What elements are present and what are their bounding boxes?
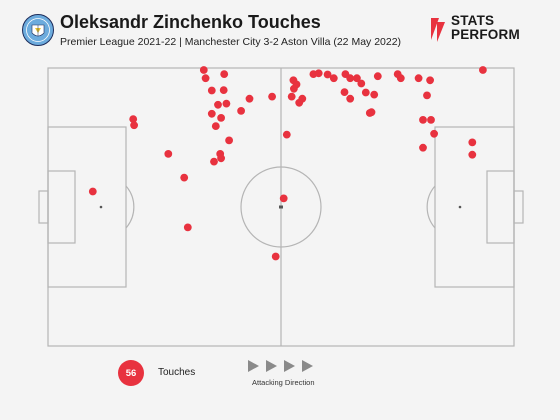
touch-point [222, 99, 231, 108]
touch-point [201, 74, 210, 83]
touch-point [183, 223, 192, 232]
touch-point [180, 173, 189, 182]
club-crest-icon [22, 14, 54, 46]
touch-point [396, 74, 405, 83]
brand-wordmark: STATS PERFORM [451, 14, 520, 42]
touch-count-label: Touches [158, 367, 196, 378]
touch-point [346, 94, 355, 103]
touch-point [340, 88, 349, 96]
brand-line-1: STATS [451, 13, 495, 28]
touch-point [430, 129, 438, 138]
touch-point [290, 84, 298, 93]
touch-point [207, 109, 216, 118]
touch-point [279, 194, 288, 203]
touch-point [357, 79, 366, 88]
legend: 56 Touches Attacking Direction [118, 360, 448, 390]
right-goal [513, 190, 524, 224]
touch-point [271, 252, 280, 261]
left-penalty-box [47, 126, 127, 288]
touch-point [245, 94, 254, 103]
touch-point [219, 86, 228, 94]
right-six-yard-box [486, 170, 515, 244]
touch-point [211, 122, 220, 130]
left-goal [38, 190, 49, 224]
attacking-direction-arrows-icon [248, 360, 313, 372]
touch-point [427, 116, 435, 124]
header: Oleksandr Zinchenko Touches Premier Leag… [22, 10, 542, 54]
touch-point [370, 90, 379, 99]
touch-point [268, 92, 276, 101]
touch-point [373, 72, 382, 81]
stats-perform-logo: STATS PERFORM [427, 8, 542, 48]
touch-points [88, 66, 487, 261]
touch-point [220, 70, 229, 78]
touch-point [199, 66, 208, 74]
touch-point [214, 100, 222, 109]
page-subtitle: Premier League 2021-22 | Manchester City… [60, 36, 402, 48]
left-penalty-spot [99, 205, 103, 209]
touch-point [323, 70, 332, 79]
touch-point [88, 187, 97, 196]
page-title: Oleksandr Zinchenko Touches [60, 12, 321, 32]
touch-point [468, 150, 477, 159]
touch-point [419, 116, 427, 124]
touch-point [295, 98, 304, 107]
touch-point [217, 114, 226, 122]
touch-point [426, 76, 434, 85]
touch-point [164, 150, 173, 158]
touch-point [353, 74, 361, 83]
touch-count-badge: 56 [118, 360, 144, 386]
touch-point [414, 74, 423, 83]
touch-point [423, 91, 431, 100]
stats-perform-mark-icon [431, 18, 445, 42]
centre-spot [279, 205, 283, 209]
touch-point [237, 107, 246, 115]
touch-point [210, 157, 218, 166]
touch-point [225, 136, 234, 145]
touch-point [361, 88, 370, 97]
touch-point [282, 130, 291, 139]
left-six-yard-box [47, 170, 76, 244]
touch-point [479, 66, 487, 74]
right-penalty-arc [426, 185, 436, 229]
right-penalty-spot [458, 205, 462, 209]
touch-point [419, 143, 427, 152]
left-penalty-arc [125, 185, 135, 229]
centre-circle [240, 166, 322, 248]
touch-point [314, 69, 323, 78]
touch-point [130, 121, 139, 130]
touch-point [346, 74, 355, 83]
touch-point [367, 108, 376, 117]
touch-point [129, 115, 138, 123]
touch-point [216, 150, 225, 158]
touch-point [207, 86, 216, 95]
attacking-direction-label: Attacking Direction [252, 378, 315, 387]
brand-line-2: PERFORM [451, 27, 520, 42]
right-penalty-box [434, 126, 515, 288]
touch-point [329, 74, 338, 83]
touch-point [468, 138, 477, 147]
touch-point [287, 92, 296, 101]
